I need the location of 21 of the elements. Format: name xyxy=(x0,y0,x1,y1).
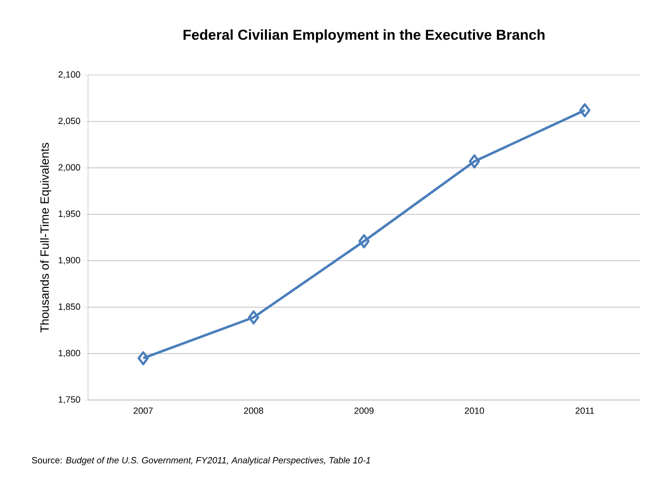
y-tick-label: 2,100 xyxy=(58,71,80,79)
point xyxy=(579,103,590,118)
x-tick-label: 2007 xyxy=(134,408,153,414)
point xyxy=(248,310,260,324)
x-tick-label: 2010 xyxy=(464,408,484,414)
y-tick-label: 1,750 xyxy=(58,396,80,404)
y-tick-label: 1,950 xyxy=(58,210,80,218)
point xyxy=(358,234,370,248)
y-tick-label: 1,850 xyxy=(58,303,80,311)
y-axis-title: Thousands of Full-Time Equivalents xyxy=(40,142,52,332)
x-tick-label: 2011 xyxy=(576,408,594,414)
y-tick-label: 2,050 xyxy=(58,118,80,126)
point xyxy=(138,351,149,366)
y-tick-label: 2,000 xyxy=(58,164,80,172)
chart-title: Federal Civilian Employment in the Executive Branch xyxy=(184,29,544,43)
x-tick-label: 2008 xyxy=(244,408,264,414)
x-tick-label: 2009 xyxy=(354,408,374,414)
source-note: Source: Budget of the U.S. Government, FY2011, Analytical Perspectives, Table 10-1 xyxy=(32,456,370,466)
y-tick-label: 1,800 xyxy=(58,350,80,358)
point xyxy=(468,154,480,168)
y-tick-label: 1,900 xyxy=(58,257,80,264)
